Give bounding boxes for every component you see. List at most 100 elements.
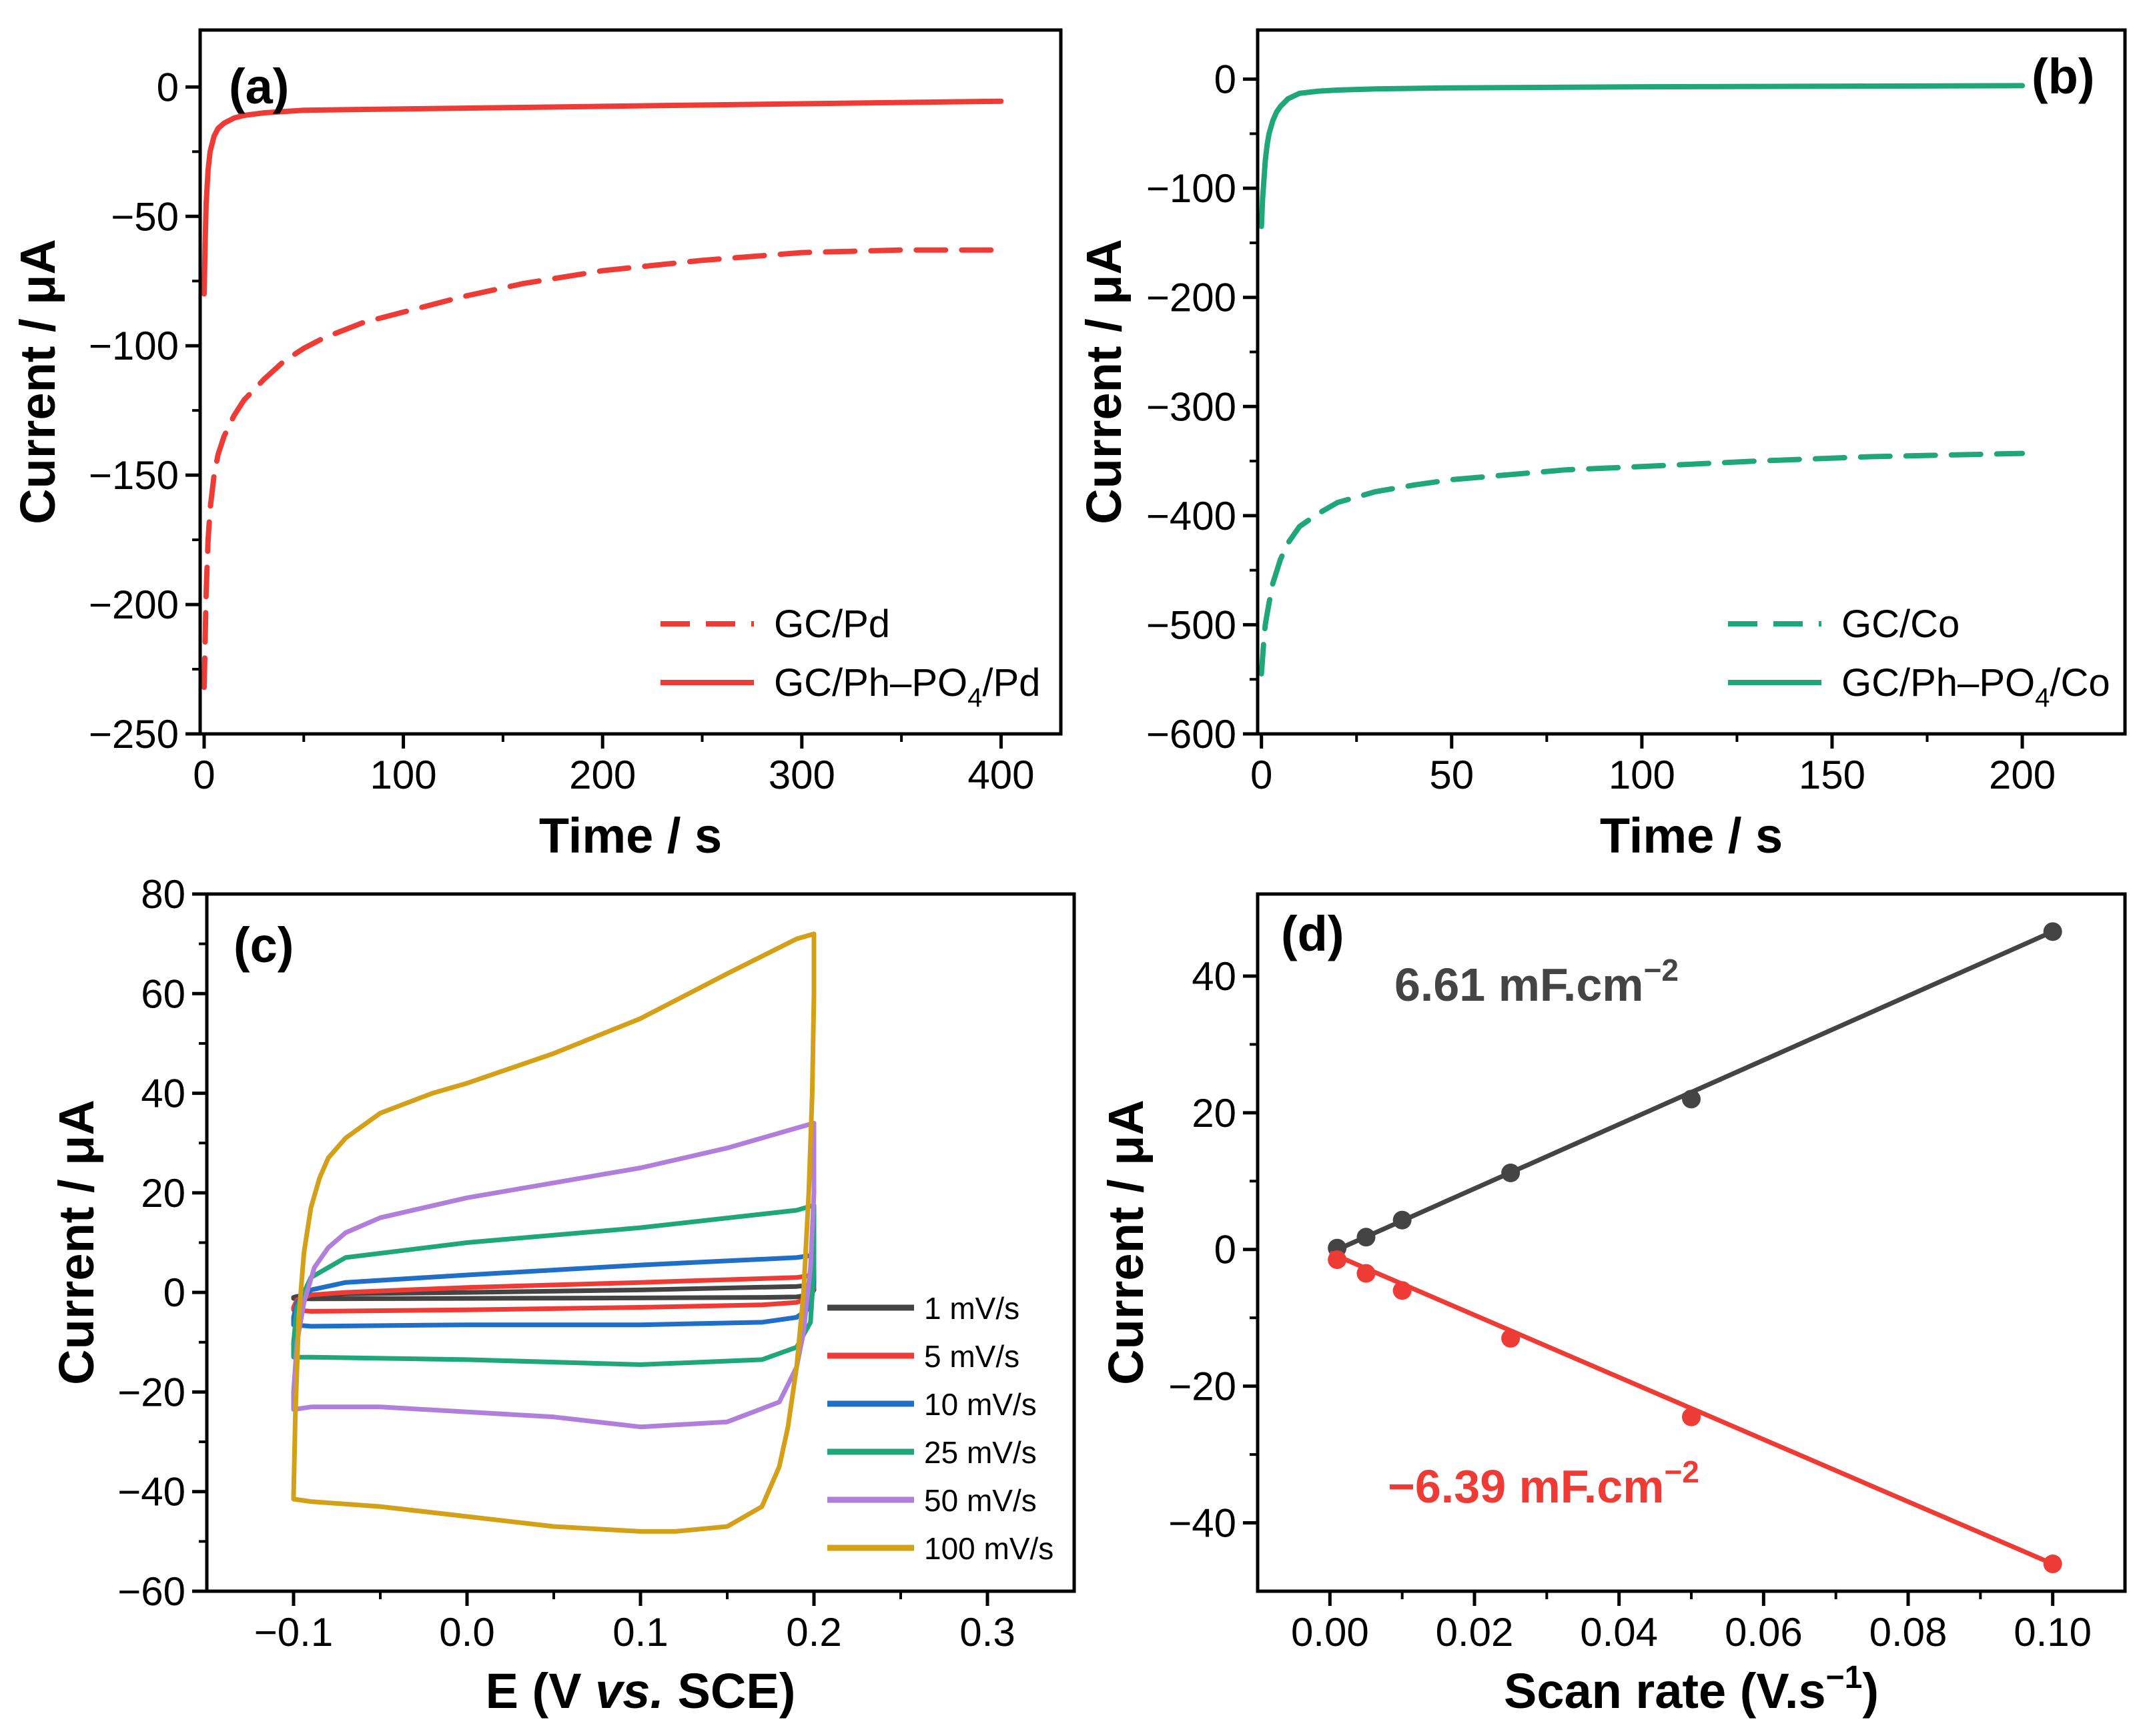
panel-c-ytick-label: 0 — [163, 1270, 185, 1315]
panel-d-xlabel: Scan rate (V.s−1) — [1504, 1660, 1879, 1719]
legend-label-25-mv-s: 25 mV/s — [924, 1435, 1037, 1470]
panel-c-ytick-label: −40 — [117, 1470, 185, 1514]
data-point-anodic — [1682, 1090, 1701, 1109]
legend-label-50-mv-s: 50 mV/s — [924, 1483, 1037, 1518]
panel-a-frame — [198, 28, 1063, 736]
series-line-100-mv-s — [291, 931, 817, 1534]
data-point-cathodic — [2043, 1555, 2062, 1574]
panel-c-ytick-label: 20 — [141, 1171, 185, 1216]
panel-a-ytick-label: −50 — [111, 194, 179, 239]
panel-d-xtick-label: 0.06 — [1725, 1610, 1803, 1655]
data-point-cathodic — [1682, 1407, 1701, 1426]
panel-b-xtick-label: 150 — [1799, 753, 1865, 797]
panel-a-ytick-label: −200 — [89, 582, 179, 627]
data-point-anodic — [1356, 1228, 1376, 1247]
legend-label-gc-co: GC/Co — [1841, 602, 1960, 646]
legend-label-gc-pd: GC/Pd — [774, 602, 890, 646]
panel-c-ytick-label: 80 — [141, 872, 185, 917]
legend-label-gc-ph-po4-co: GC/Ph–PO4/Co — [1841, 661, 2110, 713]
series-line-25-mv-s — [291, 1203, 817, 1367]
data-point-anodic — [1501, 1164, 1521, 1182]
panel-a-xtick-label: 100 — [370, 753, 437, 797]
panel-c-xlabel: E (V vs. SCE) — [486, 1663, 796, 1719]
panel-a-xtick-label: 300 — [769, 753, 835, 797]
panel-a-ticks: 0 100 200 300 400 0 −50 −100 −150 −200 −250 — [89, 65, 1035, 797]
data-point-anodic — [1392, 1210, 1412, 1230]
panel-a: 0 100 200 300 400 0 −50 −100 −150 −200 −250 (a) Ti… — [10, 28, 1063, 863]
panel-d-label: (d) — [1281, 906, 1344, 961]
panel-b-xtick-label: 200 — [1989, 753, 2056, 797]
panel-c-ytick-label: 40 — [141, 1071, 185, 1116]
panel-c-series — [291, 931, 817, 1534]
panel-b-ytick-label: −100 — [1146, 166, 1236, 211]
panel-b-ytick-label: −500 — [1146, 602, 1236, 647]
panel-b-xlabel: Time / s — [1600, 808, 1783, 863]
panel-a-legend: GC/Pd GC/Ph–PO4/Pd — [661, 602, 1040, 713]
panel-b-ytick-label: −600 — [1146, 712, 1236, 757]
panel-b-xtick-label: 50 — [1429, 753, 1474, 797]
panel-c-xtick-label: −0.1 — [254, 1610, 333, 1655]
legend-label-1-mv-s: 1 mV/s — [924, 1291, 1019, 1326]
panel-c-ylabel: Current / μA — [49, 1100, 104, 1385]
panel-c-xtick-label: 0.3 — [959, 1610, 1015, 1655]
panel-a-xtick-label: 0 — [193, 753, 215, 797]
series-line-gc-ph-po4-co — [1258, 83, 2026, 230]
panel-d-ytick-label: −40 — [1168, 1501, 1236, 1546]
panel-c-legend: 1 mV/s 5 mV/s 10 mV/s 25 mV/s 50 mV/s 100 mV/… — [827, 1291, 1053, 1566]
panel-a-xtick-label: 400 — [967, 753, 1034, 797]
panel-a-xtick-label: 200 — [569, 753, 636, 797]
panel-d-frame — [1256, 892, 2127, 1593]
data-point-cathodic — [1501, 1328, 1521, 1348]
panel-b-frame — [1256, 28, 2127, 736]
panel-d-xtick-label: 0.08 — [1869, 1610, 1948, 1655]
panel-c-xtick-label: 0.1 — [612, 1610, 668, 1655]
panel-b-xtick-label: 100 — [1609, 753, 1675, 797]
series-line-gc-ph-po4-pd — [201, 98, 1004, 297]
legend-label-5-mv-s: 5 mV/s — [924, 1339, 1019, 1374]
panel-d-xtick-label: 0.02 — [1436, 1610, 1514, 1655]
panel-b-ytick-label: 0 — [1214, 57, 1236, 102]
panel-b-xtick-label: 0 — [1250, 753, 1272, 797]
panel-b: 0 50 100 150 200 0 −100 −200 −300 −400 −500 −600 (b… — [1076, 28, 2127, 863]
panel-b-ytick-label: −200 — [1146, 276, 1236, 320]
legend-label-100-mv-s: 100 mV/s — [924, 1531, 1053, 1566]
legend-label-gc-ph-po4-pd: GC/Ph–PO4/Pd — [774, 661, 1040, 713]
annotation-cathodic-capacitance: −6.39 mF.cm−2 — [1388, 1454, 1699, 1512]
panel-d-ylabel: Current / μA — [1098, 1100, 1154, 1385]
series-line-gc-pd — [201, 247, 1004, 691]
panel-a-ytick-label: −100 — [89, 324, 179, 368]
series-line-gc-co — [1258, 450, 2026, 677]
panel-c-ytick-label: 60 — [141, 971, 185, 1016]
panel-d-ytick-label: 20 — [1192, 1091, 1236, 1136]
data-point-cathodic — [1328, 1250, 1347, 1270]
panel-d-xtick-label: 0.04 — [1580, 1610, 1658, 1655]
panel-a-series — [201, 98, 1004, 691]
panel-d-ytick-label: 40 — [1192, 954, 1236, 999]
panel-d-ticks: 0.00 0.02 0.04 0.06 0.08 0.10 40 20 0 −20 −40 — [1168, 954, 2092, 1655]
panel-b-ticks: 0 50 100 150 200 0 −100 −200 −300 −400 −500 −600 — [1146, 57, 2056, 797]
series-line-50-mv-s — [291, 1120, 817, 1430]
annotation-anodic-capacitance: 6.61 mF.cm−2 — [1394, 953, 1679, 1011]
data-point-cathodic — [1356, 1264, 1376, 1283]
panel-c: −0.1 0.0 0.1 0.2 0.3 80 60 40 20 0 −20 −40 −60 (c) E… — [49, 872, 1076, 1719]
panel-b-series — [1258, 83, 2026, 677]
panel-c-xtick-label: 0.2 — [786, 1610, 841, 1655]
panel-c-ytick-label: −20 — [117, 1370, 185, 1414]
panel-b-legend: GC/Co GC/Ph–PO4/Co — [1728, 602, 2110, 713]
panel-b-ytick-label: −300 — [1146, 384, 1236, 429]
panel-c-ytick-label: −60 — [117, 1569, 185, 1614]
panel-d-xtick-label: 0.10 — [2014, 1610, 2092, 1655]
panel-d-series — [1328, 922, 2062, 1574]
panel-d-xtick-label: 0.00 — [1291, 1610, 1369, 1655]
panel-c-frame — [205, 892, 1076, 1593]
panel-b-label: (b) — [2032, 49, 2095, 104]
panel-c-xtick-label: 0.0 — [439, 1610, 494, 1655]
legend-label-10-mv-s: 10 mV/s — [924, 1387, 1037, 1422]
panel-b-ylabel: Current / μA — [1076, 239, 1132, 524]
data-point-cathodic — [1392, 1281, 1412, 1300]
panel-d-ytick-label: 0 — [1214, 1228, 1236, 1272]
panel-a-ytick-label: −250 — [89, 712, 179, 757]
panel-a-xlabel: Time / s — [539, 808, 722, 863]
